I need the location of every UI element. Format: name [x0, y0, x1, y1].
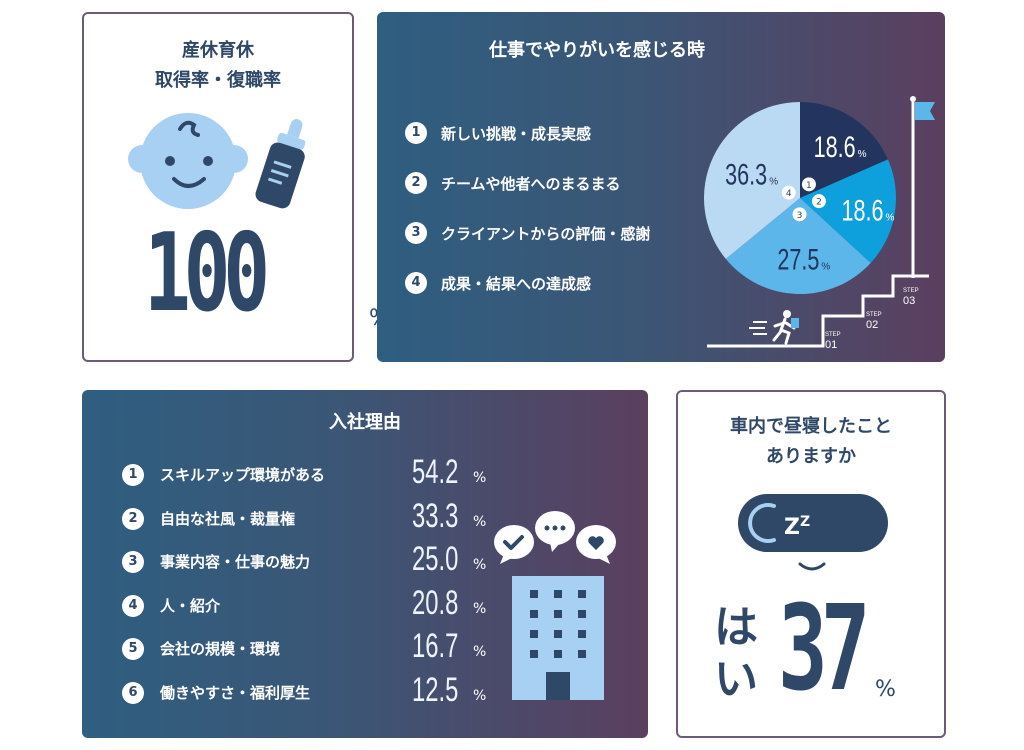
- join-reason-number: 3: [122, 551, 144, 573]
- join-reason-value: 33.3: [412, 496, 459, 535]
- legend-label: チームや他者へのまるまる: [441, 174, 621, 193]
- join-reason-unit: %: [473, 557, 487, 573]
- join-reason-label: 事業内容・仕事の魅力: [160, 553, 311, 571]
- flag-icon: [915, 102, 935, 120]
- pie-unit-label-1: %: [858, 149, 867, 160]
- nap-title-line1: 車内で昼寝したこと: [730, 416, 892, 437]
- legend-label: 新しい挑戦・成長実感: [441, 124, 592, 143]
- pie-number-circle-2: [811, 194, 826, 209]
- legend-label: 成果・結果への達成感: [441, 274, 592, 293]
- leave-rate-value: 100: [144, 211, 270, 336]
- pie-number-2: 2: [816, 198, 822, 208]
- step-1-label: STEP: [825, 332, 841, 338]
- join-reason-number: 4: [122, 594, 144, 617]
- nap-answer-line2: い: [714, 654, 758, 705]
- legend-number: 2: [405, 172, 427, 194]
- join-reason-value: 54.2: [412, 453, 459, 491]
- join-reason-unit: %: [473, 513, 487, 530]
- join-reason-row: 3 事業内容・仕事の魅力 25.0%: [122, 540, 502, 579]
- join-reason-number: 6: [122, 681, 144, 704]
- step-1-number: 01: [825, 339, 837, 351]
- join-reason-row: 6 働きやすさ・福利厚生 12.5%: [122, 671, 502, 710]
- join-reason-row: 5 会社の規模・環境 16.7%: [122, 627, 502, 666]
- step-2-number: 02: [866, 319, 878, 331]
- pie-number-circle-1: [801, 177, 816, 192]
- pie-slice-3: [725, 198, 871, 294]
- join-reason-label: 働きやすさ・福利厚生: [160, 683, 311, 702]
- join-reason-unit: %: [473, 470, 487, 486]
- running-person-icon: [749, 310, 799, 345]
- join-reason-number: 5: [122, 638, 144, 660]
- nap-title-line2: ありますか: [766, 446, 856, 467]
- join-reason-unit: %: [473, 687, 487, 704]
- pie-number-4: 4: [786, 189, 792, 199]
- baby-face-icon: [128, 113, 248, 209]
- pie-number-1: 1: [806, 181, 812, 191]
- join-reason-row: 4 人・紹介 20.8%: [122, 584, 502, 623]
- leave-rate-card: 産休育休 取得率・復職率 100 %: [82, 12, 390, 362]
- motivation-pie-chart: 18.6 % 1 18.6 % 2 27.5 % 3 36.3 % 4: [704, 102, 896, 294]
- join-reason-unit: %: [473, 644, 487, 660]
- legend-item-3: 3 クライアントからの評価・感謝: [405, 220, 650, 246]
- join-reason-value: 12.5: [412, 670, 459, 709]
- step-3-label: STEP: [903, 288, 919, 294]
- svg-text:Z: Z: [800, 514, 810, 530]
- baby-bottle-icon: [255, 118, 306, 209]
- legend-item-2: 2 チームや他者へのまるまる: [405, 170, 621, 196]
- step-2-label: STEP: [866, 312, 882, 318]
- pie-value-label-2: 18.6: [841, 193, 883, 227]
- checkmark-bubble-icon: [494, 525, 534, 564]
- legend-item-4: 4 成果・結果への達成感: [405, 270, 591, 296]
- heart-bubble-icon: [576, 525, 616, 564]
- pie-slice-1: [800, 102, 888, 198]
- pie-number-circle-4: [781, 185, 796, 200]
- ellipsis-bubble-icon: [535, 511, 575, 552]
- pie-value-label-1: 18.6: [814, 129, 856, 163]
- join-reason-value: 20.8: [412, 583, 459, 622]
- svg-text:Z: Z: [784, 515, 800, 540]
- pie-unit-label-2: %: [886, 212, 895, 223]
- pie-slice-4: [704, 102, 800, 259]
- join-reason-label: 自由な社風・裁量権: [160, 509, 296, 528]
- pie-value-label-4: 36.3: [725, 157, 767, 191]
- office-building-illustration: [494, 511, 616, 700]
- step-3-number: 03: [903, 295, 915, 307]
- leave-title-line1: 産休育休: [182, 40, 254, 61]
- join-reason-row: 1 スキルアップ環境がある 54.2%: [122, 453, 502, 492]
- nap-card: 車内で昼寝したこと ありますか Z Z は い 37 %: [676, 390, 946, 738]
- join-reason-label: スキルアップ環境がある: [160, 466, 326, 484]
- join-reason-row: 2 自由な社風・裁量権 33.3%: [122, 497, 502, 536]
- join-reason-value: 16.7: [412, 627, 459, 665]
- join-reason-value: 25.0: [412, 540, 459, 578]
- legend-number: 4: [405, 272, 427, 294]
- legend-item-1: 1 新しい挑戦・成長実感: [405, 120, 591, 146]
- pie-value-label-3: 27.5: [777, 242, 819, 276]
- nap-rate-unit: %: [875, 677, 896, 702]
- office-building-icon: [512, 576, 604, 700]
- join-reason-number: 1: [122, 464, 144, 486]
- motivation-title: 仕事でやりがいを感じる時: [489, 40, 705, 61]
- join-reasons-card: 入社理由 1 スキルアップ環境がある 54.2% 2 自由な社風・裁量権 33.3% 3 事業…: [82, 390, 648, 738]
- pie-number-circle-3: [792, 207, 807, 222]
- join-reason-number: 2: [122, 507, 144, 530]
- legend-number: 3: [405, 222, 427, 244]
- join-reason-unit: %: [473, 600, 487, 617]
- legend-label: クライアントからの評価・感謝: [441, 224, 651, 243]
- pie-unit-label-4: %: [769, 177, 778, 188]
- nap-answer-line1: は: [714, 602, 758, 653]
- pie-number-3: 3: [797, 211, 803, 221]
- nap-rate-value: 37: [778, 579, 870, 717]
- motivation-card: 仕事でやりがいを感じる時 1 新しい挑戦・成長実感 2 チームや他者へのまるまる…: [377, 12, 945, 362]
- pie-unit-label-3: %: [821, 261, 830, 272]
- join-reason-label: 会社の規模・環境: [160, 640, 281, 658]
- leave-title-line2: 取得率・復職率: [155, 70, 281, 91]
- sleep-mask-icon: Z Z: [738, 494, 888, 571]
- join-reason-label: 人・紹介: [160, 596, 221, 615]
- legend-number: 1: [405, 122, 427, 144]
- join-reasons-title: 入社理由: [329, 412, 401, 433]
- stairs-illustration: STEP 01 STEP 02 STEP 03: [707, 96, 935, 351]
- pie-slice-2: [800, 159, 896, 263]
